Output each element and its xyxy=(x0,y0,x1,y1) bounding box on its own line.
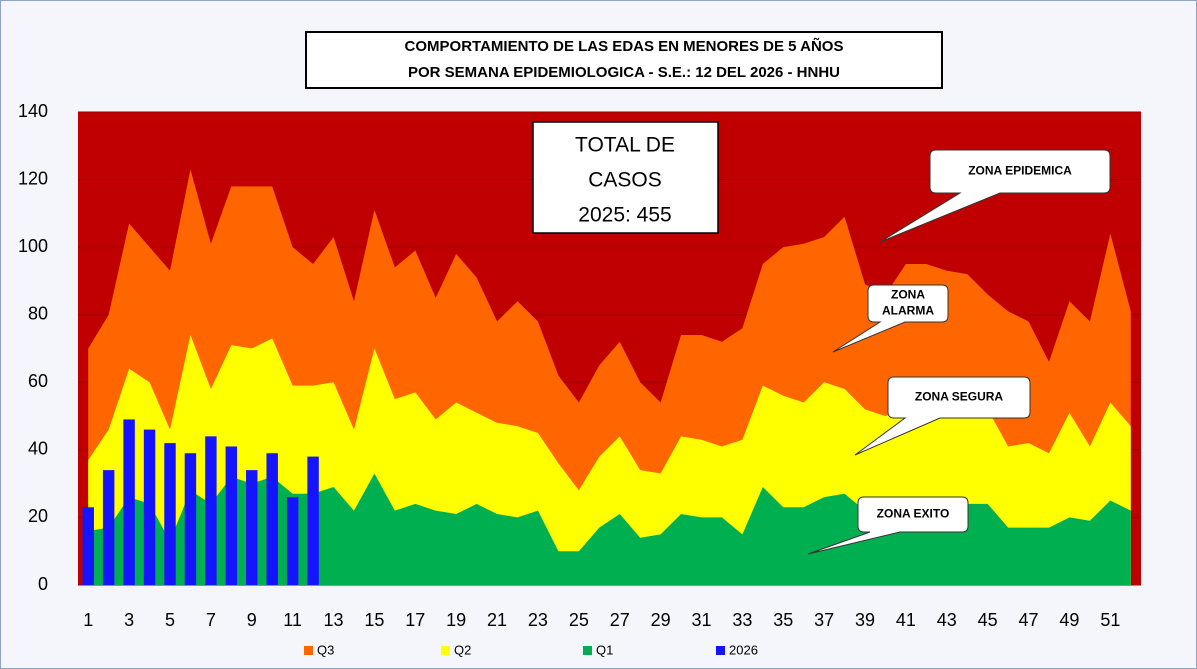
x-tick-label: 37 xyxy=(814,610,834,630)
legend-swatch xyxy=(716,646,725,655)
total-box xyxy=(532,121,719,234)
x-tick-label: 45 xyxy=(978,610,998,630)
x-tick-label: 9 xyxy=(247,610,257,630)
bar xyxy=(82,507,94,585)
legend-label: Q2 xyxy=(454,642,471,657)
x-tick-label: 11 xyxy=(283,610,302,630)
total-text: 2025: 455 xyxy=(578,204,671,227)
x-tick-label: 25 xyxy=(569,610,589,630)
y-tick-label: 80 xyxy=(28,303,48,323)
chart-title: POR SEMANA EPIDEMIOLOGICA - S.E.: 12 DEL… xyxy=(408,64,840,81)
x-tick-label: 13 xyxy=(324,610,344,630)
x-tick-label: 47 xyxy=(1019,610,1039,630)
callout-text: ZONA xyxy=(891,288,925,302)
y-tick-label: 20 xyxy=(28,506,48,526)
title-box xyxy=(305,31,943,89)
x-tick-label: 27 xyxy=(610,610,630,630)
bar xyxy=(307,456,319,585)
bar xyxy=(164,443,176,585)
y-tick-label: 140 xyxy=(18,101,48,121)
chart-title: COMPORTAMIENTO DE LAS EDAS EN MENORES DE… xyxy=(405,37,844,55)
callout-text: ALARMA xyxy=(882,304,934,318)
bar xyxy=(246,470,258,585)
callout xyxy=(807,496,969,555)
x-tick-label: 43 xyxy=(937,610,957,630)
y-tick-label: 120 xyxy=(18,168,48,188)
y-tick-label: 60 xyxy=(28,371,48,391)
legend-label: 2026 xyxy=(729,642,758,657)
callout-text: ZONA SEGURA xyxy=(915,390,1004,404)
bar xyxy=(102,470,115,585)
total-text: TOTAL DE xyxy=(575,134,675,157)
callout xyxy=(879,149,1111,243)
x-tick-label: 5 xyxy=(165,610,175,630)
callout xyxy=(832,284,949,353)
y-tick-label: 100 xyxy=(18,236,48,256)
callout xyxy=(854,376,1031,456)
callout-text: ZONA EXITO xyxy=(877,507,950,521)
total-text: CASOS xyxy=(588,169,662,192)
x-tick-label: 35 xyxy=(773,610,793,630)
legend-swatch xyxy=(304,646,313,655)
x-tick-label: 17 xyxy=(405,610,425,630)
x-tick-label: 23 xyxy=(528,610,548,630)
x-tick-label: 1 xyxy=(83,610,93,630)
bar xyxy=(123,419,135,585)
x-tick-label: 3 xyxy=(124,610,134,630)
legend-swatch xyxy=(441,646,450,655)
x-tick-label: 15 xyxy=(364,610,384,630)
x-tick-label: 39 xyxy=(855,610,875,630)
area xyxy=(88,473,1131,585)
legend-label: Q3 xyxy=(317,642,334,657)
y-tick-label: 0 xyxy=(38,574,48,594)
x-tick-label: 7 xyxy=(206,610,216,630)
bar xyxy=(184,453,197,585)
bar xyxy=(266,453,278,585)
x-tick-label: 51 xyxy=(1100,610,1120,630)
x-tick-label: 49 xyxy=(1059,610,1079,630)
bar xyxy=(205,436,217,585)
bar xyxy=(286,497,299,585)
callout-text: ZONA EPIDEMICA xyxy=(968,164,1072,178)
x-tick-label: 41 xyxy=(896,610,916,630)
x-tick-label: 33 xyxy=(732,610,752,630)
x-tick-label: 19 xyxy=(446,610,466,630)
x-tick-label: 31 xyxy=(691,610,711,630)
legend-swatch xyxy=(583,646,592,655)
legend-label: Q1 xyxy=(596,642,613,657)
x-tick-label: 21 xyxy=(487,610,507,630)
y-tick-label: 40 xyxy=(28,439,48,459)
x-tick-label: 29 xyxy=(651,610,671,630)
bar xyxy=(143,429,156,585)
bar xyxy=(225,446,238,585)
